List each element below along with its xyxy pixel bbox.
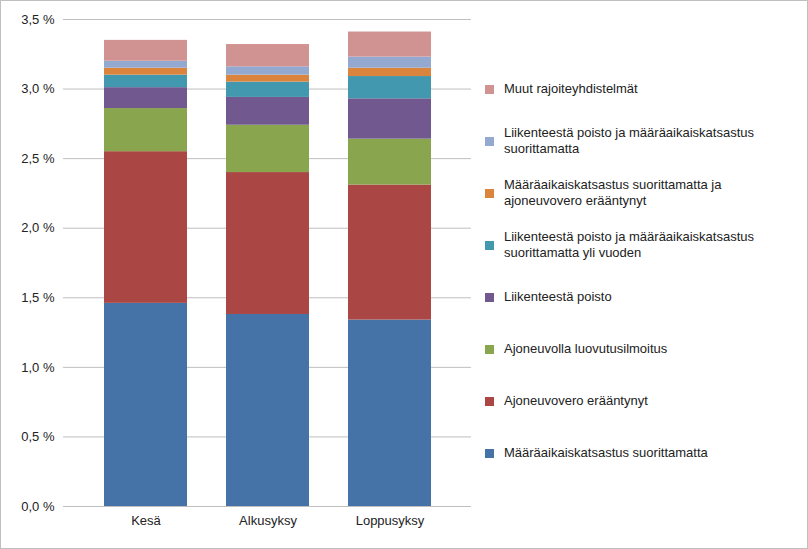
- svg-text:0,0 %: 0,0 %: [21, 499, 55, 514]
- svg-text:2,0 %: 2,0 %: [21, 220, 55, 235]
- html-text:Muut rajoiteyhdistelmät: Muut rajoiteyhdistelmät: [504, 81, 638, 96]
- svg-text:0,5 %: 0,5 %: [21, 429, 55, 444]
- svg-text:2,5 %: 2,5 %: [21, 151, 55, 166]
- html-text:Liikenteestä poisto: Liikenteestä poisto: [504, 289, 612, 304]
- html-text:Määräaikaiskatsastus suorittam: Määräaikaiskatsastus suorittamatta ja aj…: [504, 177, 722, 208]
- svg-text:Loppusyksy: Loppusyksy: [356, 513, 425, 528]
- html-text:Ajoneuvovero erääntynyt: Ajoneuvovero erääntynyt: [504, 393, 648, 408]
- html-text:Liikenteestä poisto ja määräai: Liikenteestä poisto ja määräaikaiskatsas…: [504, 229, 754, 260]
- svg-text:Kesä: Kesä: [131, 513, 161, 528]
- html-text:Liikenteestä poisto ja määräai: Liikenteestä poisto ja määräaikaiskatsas…: [504, 125, 754, 156]
- svg-text:1,0 %: 1,0 %: [21, 360, 55, 375]
- html-text:Määräaikaiskatsastus suorittam: Määräaikaiskatsastus suorittamatta: [504, 445, 708, 460]
- svg-text:Alkusyksy: Alkusyksy: [239, 513, 297, 528]
- svg-text:1,5 %: 1,5 %: [21, 290, 55, 305]
- html-text:Ajoneuvolla luovutusilmoitus: Ajoneuvolla luovutusilmoitus: [504, 341, 668, 356]
- svg-text:3,5 %: 3,5 %: [21, 12, 55, 27]
- svg-text:3,0 %: 3,0 %: [21, 81, 55, 96]
